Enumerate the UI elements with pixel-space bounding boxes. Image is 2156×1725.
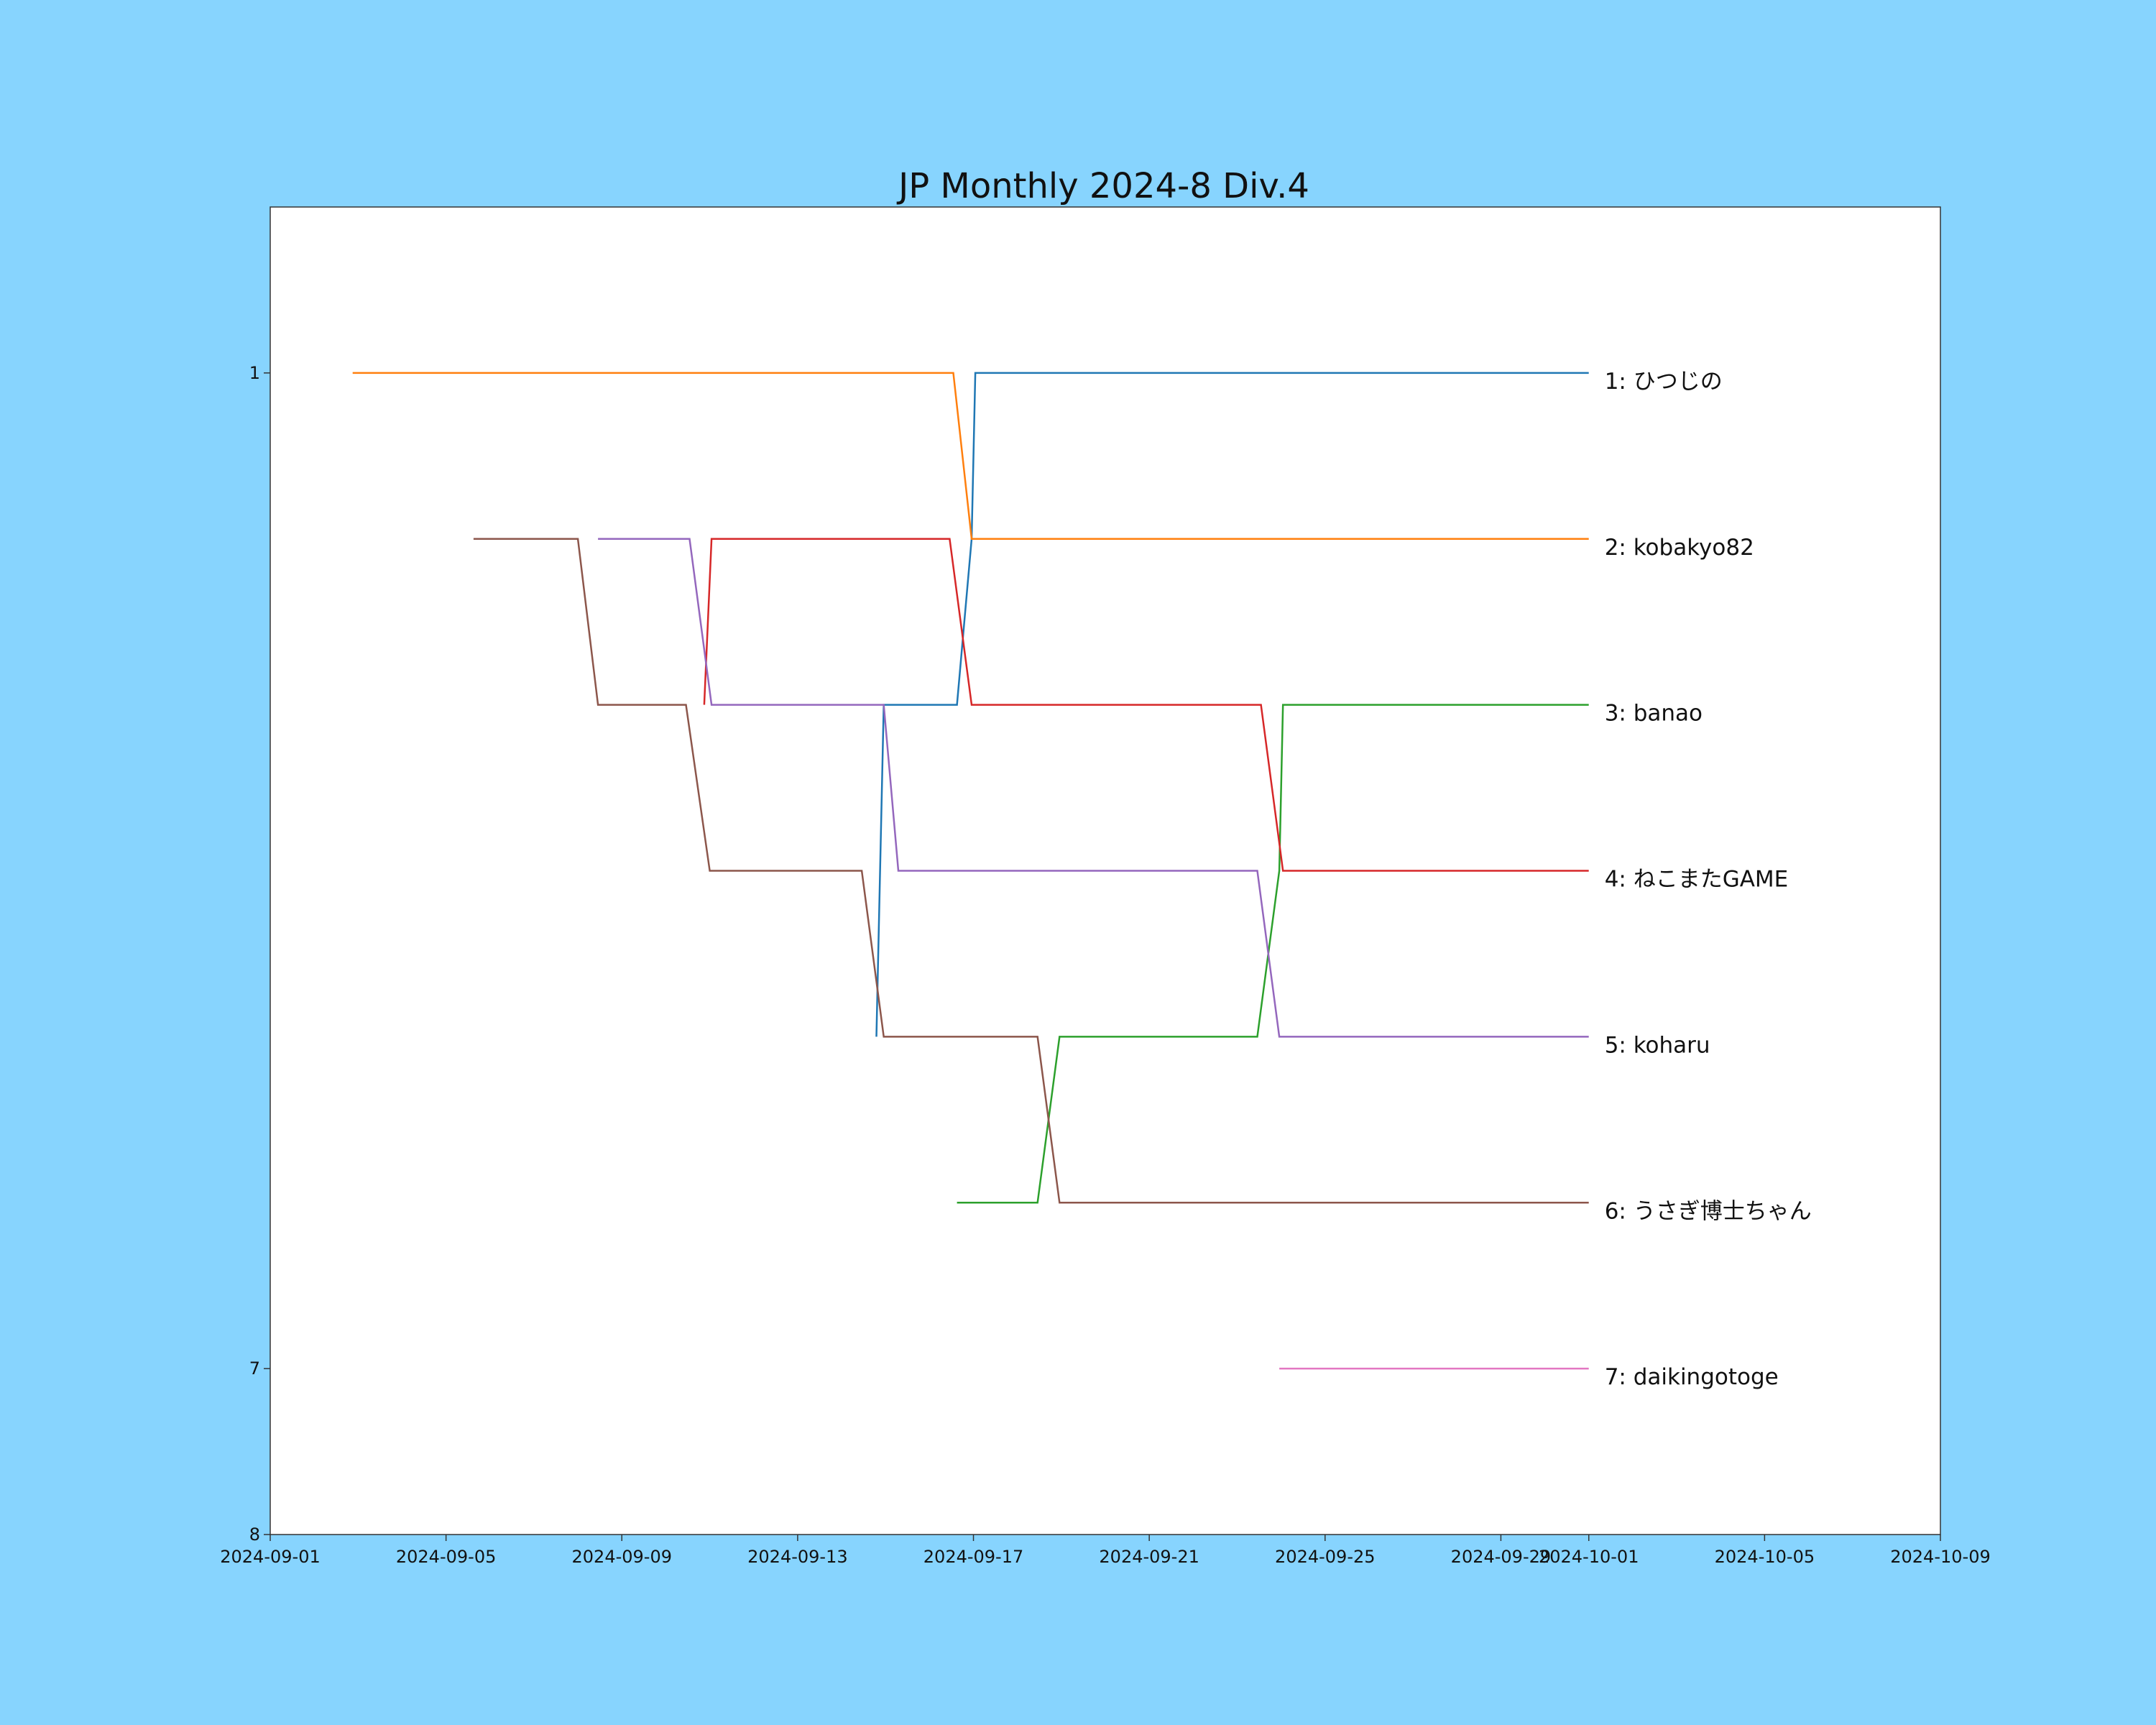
series-label-1: 1: ひつじの [1605, 369, 1723, 395]
series-label-2: 2: kobakyo82 [1605, 535, 1754, 561]
x-tick-label-2024-09-09: 2024-09-09 [572, 1547, 672, 1567]
series-label-5: 5: koharu [1605, 1032, 1710, 1058]
x-tick-label-2024-09-29: 2024-09-29 [1451, 1547, 1551, 1567]
x-axis: 2024-09-01 2024-09-05 2024-09-09 2024-09-13… [220, 1535, 1991, 1567]
series-line-6 [473, 538, 1589, 1204]
x-tick-label-2024-09-25: 2024-09-25 [1275, 1547, 1375, 1567]
chart-title: JP Monthly 2024-8 Div.4 [896, 166, 1309, 206]
series-line-5 [598, 538, 1589, 1038]
series-line-1 [875, 372, 1589, 1037]
x-tick-label-2024-09-21: 2024-09-21 [1099, 1547, 1199, 1567]
end-labels: 1: ひつじの 2: kobakyo82 3: banao 4: ねこまたGAME 5:… [1605, 369, 1812, 1390]
x-tick-label-2024-09-17: 2024-09-17 [923, 1547, 1023, 1567]
x-tick-label-2024-09-13: 2024-09-13 [747, 1547, 847, 1567]
series-line-4 [703, 538, 1589, 872]
series-label-7: 7: daikingotoge [1605, 1364, 1779, 1390]
y-tick-label-7: 7 [249, 1358, 260, 1379]
series-line-3 [957, 704, 1589, 1204]
series-line-2 [352, 372, 1589, 540]
x-tick-label-2024-09-01: 2024-09-01 [220, 1547, 320, 1567]
y-tick-label-1: 1 [249, 363, 260, 383]
x-tick-label-2024-10-09: 2024-10-09 [1890, 1547, 1990, 1567]
x-tick-label-2024-10-05: 2024-10-05 [1715, 1547, 1815, 1567]
x-tick-label-2024-09-05: 2024-09-05 [396, 1547, 496, 1567]
series-label-6: 6: うさぎ博士ちゃん [1605, 1198, 1812, 1224]
y-axis: 1 7 8 [249, 363, 270, 1545]
series-label-3: 3: banao [1605, 701, 1703, 727]
y-tick-label-8: 8 [249, 1524, 260, 1545]
series-layer [352, 372, 1589, 1370]
x-tick-label-2024-10-01: 2024-10-01 [1539, 1547, 1639, 1567]
series-label-4: 4: ねこまたGAME [1605, 867, 1789, 893]
